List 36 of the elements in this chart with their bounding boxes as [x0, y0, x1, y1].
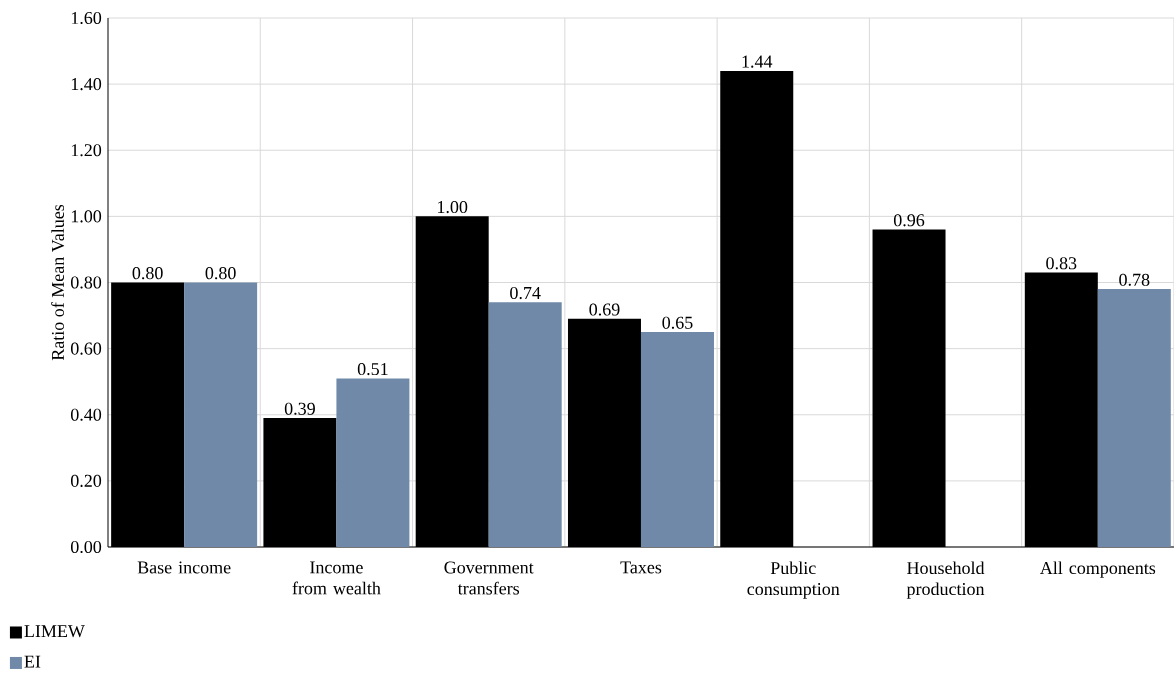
x-tick-label: Income from wealth — [292, 561, 381, 595]
bar — [488, 302, 562, 547]
data-label: 1.00 — [438, 200, 468, 214]
data-label: 0.39 — [284, 402, 315, 415]
data-label: 0.69 — [589, 303, 620, 316]
data-label: 0.96 — [893, 214, 925, 227]
x-tick-label: Government transfers — [444, 561, 534, 595]
data-label: 0.80 — [132, 267, 163, 280]
bar — [1097, 289, 1171, 547]
y-tick-label: 0.00 — [70, 540, 102, 554]
y-tick-label: 0.60 — [70, 342, 102, 355]
x-tick-label: Taxes — [620, 561, 662, 574]
data-label: 0.83 — [1046, 257, 1077, 270]
data-label: 0.65 — [662, 316, 693, 329]
y-tick-label: 0.80 — [70, 276, 102, 289]
y-tick-label: 0.20 — [70, 474, 102, 487]
legend-label: EI — [24, 655, 41, 668]
data-label: 0.74 — [510, 286, 541, 300]
x-tick-label: All components — [1039, 561, 1156, 578]
y-tick-label: 1.40 — [71, 78, 102, 91]
legend-label: LIMEW — [24, 625, 85, 638]
bar — [640, 332, 714, 547]
x-tick-label: Household production — [906, 561, 985, 599]
x-tick-label: Public consumption — [747, 561, 840, 599]
bar — [184, 282, 258, 547]
y-tick-label: 1.20 — [71, 144, 102, 157]
x-tick-label: Base income — [137, 561, 231, 574]
y-axis-title: Ratio of Mean Values — [51, 204, 65, 361]
data-label: 0.80 — [205, 267, 236, 280]
y-tick-label: 1.00 — [71, 210, 102, 223]
bar — [336, 378, 410, 547]
data-label: 1.44 — [742, 55, 773, 68]
data-label: 0.51 — [357, 362, 388, 376]
data-label: 0.78 — [1119, 273, 1150, 286]
y-tick-label: 0.40 — [70, 408, 102, 421]
y-tick-label: 1.60 — [71, 11, 102, 25]
